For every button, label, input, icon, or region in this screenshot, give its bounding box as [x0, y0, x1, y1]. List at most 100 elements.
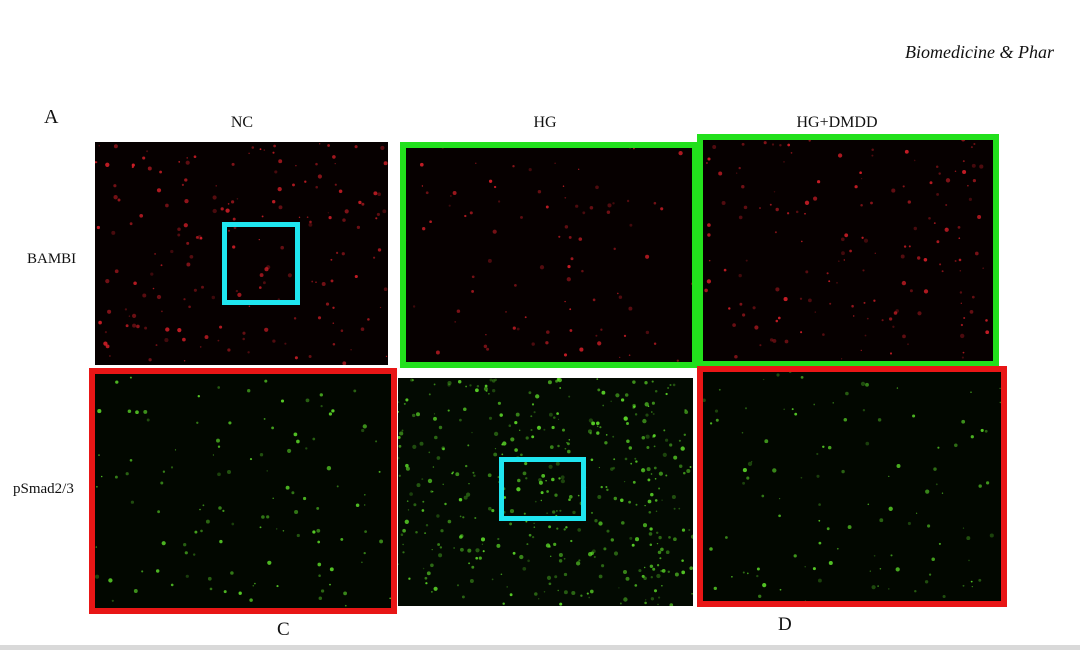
fluorescent-spot — [598, 574, 603, 579]
fluorescent-spot — [562, 428, 565, 432]
fluorescent-spot — [723, 268, 727, 272]
fluorescent-spot — [512, 326, 516, 330]
fluorescent-spot — [525, 520, 528, 523]
fluorescent-spot — [459, 535, 463, 539]
fluorescent-spot — [498, 200, 501, 203]
fluorescent-spot — [471, 275, 475, 279]
fluorescent-spot — [974, 251, 979, 256]
fluorescent-spot — [759, 207, 761, 209]
fluorescent-spot — [509, 522, 513, 526]
fluorescent-spot — [114, 269, 119, 274]
fluorescent-spot — [132, 313, 137, 318]
fluorescent-spot — [536, 425, 542, 430]
fluorescent-spot — [567, 449, 571, 454]
fluorescent-spot — [715, 418, 719, 422]
fluorescent-spot — [567, 442, 570, 446]
fluorescent-spot — [533, 411, 536, 414]
fluorescent-spot — [989, 533, 994, 538]
fluorescent-spot — [318, 596, 323, 600]
fluorescent-spot — [502, 441, 507, 446]
fluorescent-spot — [564, 225, 569, 229]
fluorescent-spot — [559, 509, 562, 512]
fluorescent-spot — [822, 333, 825, 336]
fluorescent-spot — [603, 547, 607, 551]
fluorescent-spot — [705, 161, 708, 165]
fluorescent-spot — [170, 466, 174, 469]
fluorescent-spot — [761, 494, 765, 498]
fluorescent-spot — [721, 201, 726, 205]
fluorescent-spot — [560, 475, 565, 480]
fluorescent-spot — [293, 317, 297, 320]
fluorescent-spot — [548, 545, 551, 548]
fluorescent-spot — [569, 329, 573, 332]
fluorescent-spot — [469, 579, 474, 583]
fluorescent-spot — [356, 225, 361, 230]
fluorescent-spot — [596, 425, 599, 428]
fluorescent-spot — [235, 289, 239, 293]
fluorescent-spot — [610, 400, 612, 403]
fluorescent-spot — [554, 162, 556, 164]
fluorescent-spot — [276, 585, 279, 588]
fluorescent-spot — [105, 279, 110, 284]
fluorescent-spot — [915, 512, 918, 514]
fluorescent-spot — [105, 344, 110, 349]
fluorescent-spot — [577, 528, 582, 532]
fluorescent-spot — [142, 156, 146, 160]
fluorescent-spot — [638, 569, 642, 573]
fluorescent-spot — [612, 202, 615, 205]
fluorescent-spot — [903, 245, 907, 248]
fluorescent-spot — [519, 554, 524, 560]
fluorescent-spot — [645, 599, 647, 601]
fluorescent-spot — [431, 490, 434, 493]
fluorescent-spot — [405, 398, 409, 402]
fluorescent-spot — [650, 473, 653, 475]
fluorescent-spot — [673, 507, 676, 510]
fluorescent-spot — [933, 467, 937, 471]
fluorescent-spot — [649, 564, 654, 569]
fluorescent-spot — [258, 286, 262, 289]
fluorescent-spot — [741, 431, 744, 434]
fluorescent-spot — [564, 196, 567, 199]
fluorescent-spot — [382, 209, 387, 214]
fluorescent-spot — [814, 311, 817, 313]
fluorescent-spot — [442, 447, 445, 451]
fluorescent-spot — [778, 514, 781, 518]
fluorescent-spot — [635, 460, 638, 463]
fluorescent-spot — [482, 550, 485, 553]
fluorescent-spot — [596, 378, 599, 380]
fluorescent-spot — [156, 188, 162, 193]
fluorescent-spot — [509, 509, 515, 514]
fluorescent-spot — [540, 499, 543, 502]
fluorescent-spot — [917, 311, 922, 316]
fluorescent-spot — [184, 198, 189, 204]
fluorescent-spot — [200, 529, 203, 533]
fluorescent-spot — [309, 220, 312, 224]
fluorescent-spot — [643, 566, 646, 569]
fluorescent-spot — [317, 316, 322, 320]
fluorescent-spot — [493, 185, 497, 189]
fluorescent-spot — [465, 385, 467, 388]
fluorescent-spot — [434, 435, 438, 440]
fluorescent-spot — [764, 439, 769, 444]
fluorescent-spot — [623, 334, 627, 338]
fluorescent-spot — [494, 447, 497, 450]
fluorescent-spot — [957, 226, 961, 229]
fluorescent-spot — [598, 521, 603, 526]
fluorescent-spot — [944, 227, 949, 232]
fluorescent-spot — [502, 510, 506, 514]
fluorescent-spot — [558, 235, 561, 238]
fluorescent-spot — [818, 541, 822, 545]
fluorescent-spot — [942, 594, 946, 599]
fluorescent-spot — [762, 583, 767, 588]
fluorescent-spot — [683, 433, 686, 436]
fluorescent-spot — [199, 346, 202, 348]
fluorescent-spot — [524, 316, 527, 319]
fluorescent-spot — [556, 510, 558, 512]
fluorescent-spot — [742, 481, 746, 485]
fluorescent-spot — [294, 509, 299, 515]
fluorescent-spot — [968, 603, 973, 605]
fluorescent-spot — [808, 139, 811, 142]
fluorescent-spot — [580, 594, 583, 597]
fluorescent-spot — [398, 444, 402, 448]
fluorescent-spot — [285, 485, 290, 490]
